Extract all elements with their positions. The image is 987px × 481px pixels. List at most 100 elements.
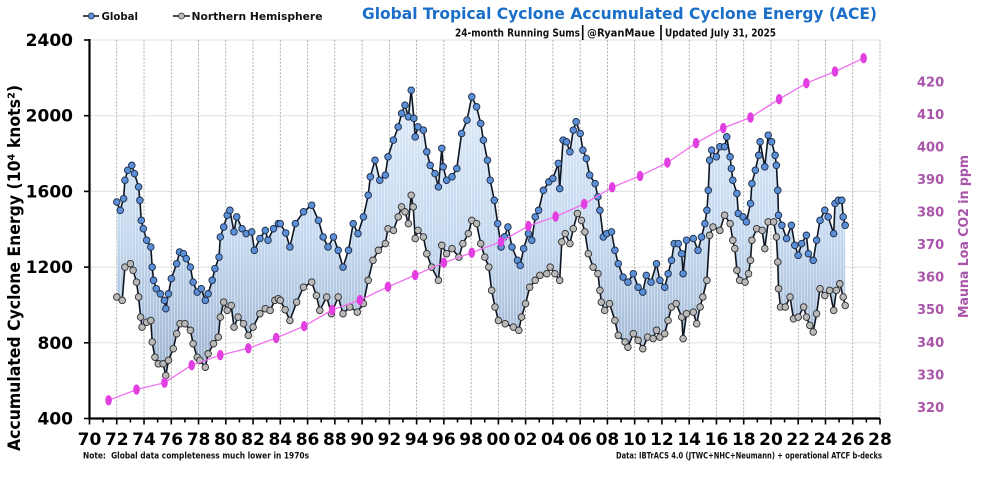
nh-point: [299, 283, 308, 291]
x-tick-label: 00: [487, 430, 511, 450]
co2-point: [411, 269, 419, 281]
nh-point: [809, 328, 817, 336]
subtitle-updated: Updated July 31, 2025: [665, 28, 776, 40]
nh-point: [551, 269, 559, 278]
nh-point: [476, 239, 485, 248]
global-point: [349, 219, 357, 228]
legend-item-northern-hemisphere[interactable]: Northern Hemisphere: [173, 10, 323, 23]
nh-point: [481, 253, 489, 261]
global-point: [689, 234, 698, 243]
global-point: [705, 156, 714, 164]
global-point: [677, 249, 686, 258]
nh-point: [485, 263, 493, 271]
nh-point: [312, 291, 321, 300]
nh-point: [234, 313, 242, 321]
global-point: [397, 109, 406, 118]
x-tick-label: 08: [596, 430, 620, 450]
global-point: [261, 226, 270, 235]
co2-point: [245, 343, 252, 354]
global-point: [438, 144, 446, 153]
co2-point: [720, 122, 727, 134]
nh-point: [204, 350, 212, 358]
nh-point: [147, 316, 155, 325]
x-tick-label: 28: [868, 430, 892, 450]
global-point: [490, 196, 499, 205]
global-point: [182, 254, 191, 263]
nh-point: [151, 353, 159, 361]
global-point: [751, 166, 760, 174]
co2-point: [497, 236, 505, 247]
global-point: [216, 233, 225, 241]
y-tick-label: 2000: [26, 107, 73, 127]
x-tick-label: 92: [378, 430, 402, 450]
global-point: [269, 224, 278, 233]
global-point: [829, 229, 838, 238]
nh-point: [605, 299, 614, 308]
global-point: [624, 278, 632, 286]
nh-point: [423, 249, 431, 258]
global-point: [549, 174, 557, 183]
nh-point: [442, 249, 451, 258]
x-tick-label: 98: [459, 430, 483, 450]
global-point: [539, 186, 548, 195]
global-point: [639, 288, 647, 296]
global-point: [410, 114, 418, 123]
nh-point: [566, 239, 574, 248]
nh-point: [118, 296, 126, 305]
legend-label-global: Global: [102, 10, 139, 23]
nh-point: [239, 319, 248, 328]
nh-point: [682, 309, 691, 318]
global-point: [739, 213, 747, 221]
nh-point: [531, 276, 539, 285]
x-tick-label: 70: [78, 430, 102, 450]
y-right-tick-label: 330: [917, 368, 944, 383]
global-point: [381, 171, 390, 179]
global-point: [232, 213, 241, 221]
global-point: [123, 166, 132, 174]
nh-point: [276, 296, 285, 305]
global-point: [778, 221, 786, 230]
global-point: [782, 234, 791, 243]
nh-point: [596, 286, 604, 295]
nh-point: [244, 331, 253, 340]
co2-line: [108, 57, 864, 401]
nh-point: [159, 360, 167, 368]
global-point: [697, 233, 706, 241]
ace-fill-band-stripes: [116, 90, 846, 376]
nh-point: [121, 263, 129, 271]
nh-point: [558, 238, 566, 246]
nh-point: [709, 223, 717, 231]
nh-point: [434, 276, 443, 285]
global-point: [664, 269, 672, 278]
x-tick-label: 04: [541, 430, 565, 450]
global-point: [238, 224, 246, 233]
global-point: [534, 206, 543, 215]
global-point: [764, 131, 772, 139]
nh-point: [748, 236, 756, 244]
y-tick-label: 1600: [26, 182, 73, 202]
global-point: [756, 138, 764, 146]
nh-point: [746, 256, 755, 265]
x-tick-label: 12: [650, 430, 674, 450]
subtitle-author: @RyanMaue: [587, 28, 655, 40]
nh-point: [316, 306, 324, 315]
nh-point: [679, 334, 687, 343]
x-tick-label: 88: [323, 430, 347, 450]
nh-point: [569, 224, 578, 233]
nh-point: [334, 293, 342, 301]
nh-point: [132, 278, 141, 286]
legend-item-global[interactable]: Global: [83, 10, 138, 23]
x-tick-label: 26: [841, 430, 865, 450]
global-point: [660, 283, 669, 291]
global-point: [701, 219, 709, 228]
nh-point: [799, 303, 808, 311]
global-point: [134, 183, 143, 191]
y-right-tick-label: 420: [917, 76, 944, 91]
nh-point: [794, 313, 802, 321]
global-point: [230, 228, 238, 236]
nh-point: [829, 306, 838, 315]
nh-point: [561, 229, 569, 238]
nh-point: [812, 309, 821, 318]
y-right-tick-label: 410: [917, 108, 944, 123]
nh-point: [836, 280, 844, 288]
